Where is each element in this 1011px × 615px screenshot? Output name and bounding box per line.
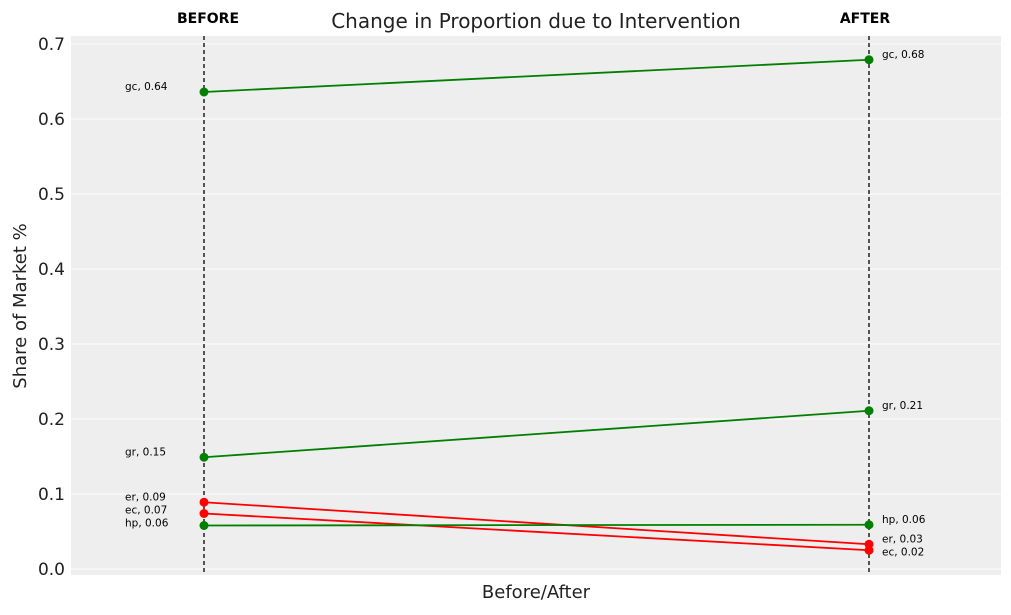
series-line-gc [203, 58, 870, 93]
point-after-gc [864, 55, 874, 65]
data-label-before-er: er, 0.09 [125, 491, 166, 503]
point-before-gc [199, 87, 209, 97]
plot-background [71, 36, 1001, 575]
data-label-after-gr: gr, 0.21 [882, 400, 923, 412]
point-before-gr [199, 452, 209, 462]
series-line-gr [203, 409, 870, 459]
point-before-er [199, 497, 209, 507]
point-after-hp [864, 520, 874, 530]
x-axis-label: Before/After [482, 582, 591, 603]
y-tick-label: 0.4 [38, 260, 65, 280]
series-line-ec [203, 512, 870, 552]
series-line-hp [203, 523, 870, 527]
point-before-ec [199, 509, 209, 518]
after-label: AFTER [840, 11, 891, 27]
y-tick-label: 0.2 [38, 410, 65, 430]
series-line-er [203, 501, 870, 546]
data-label-after-gc: gc, 0.68 [882, 49, 925, 61]
y-tick-label: 0.1 [38, 485, 65, 505]
y-tick-label: 0.6 [38, 110, 65, 130]
data-label-after-hp: hp, 0.06 [882, 514, 926, 526]
y-tick-label: 0.3 [38, 335, 65, 355]
chart-title: Change in Proportion due to Intervention [331, 9, 741, 33]
data-label-after-er: er, 0.03 [882, 533, 923, 545]
y-tick-label: 0.0 [38, 560, 65, 580]
data-label-before-gc: gc, 0.64 [125, 81, 168, 93]
before-label: BEFORE [177, 11, 239, 27]
point-before-hp [199, 521, 209, 530]
data-label-after-ec: ec, 0.02 [882, 546, 924, 558]
point-after-ec [864, 545, 874, 555]
data-label-before-ec: ec, 0.07 [125, 504, 167, 516]
y-tick-label: 0.5 [38, 185, 65, 205]
y-axis-label: Share of Market % [10, 223, 31, 388]
data-label-before-hp: hp, 0.06 [125, 517, 169, 529]
y-tick-label: 0.7 [38, 35, 65, 55]
point-after-gr [864, 406, 874, 416]
data-label-before-gr: gr, 0.15 [125, 446, 166, 458]
